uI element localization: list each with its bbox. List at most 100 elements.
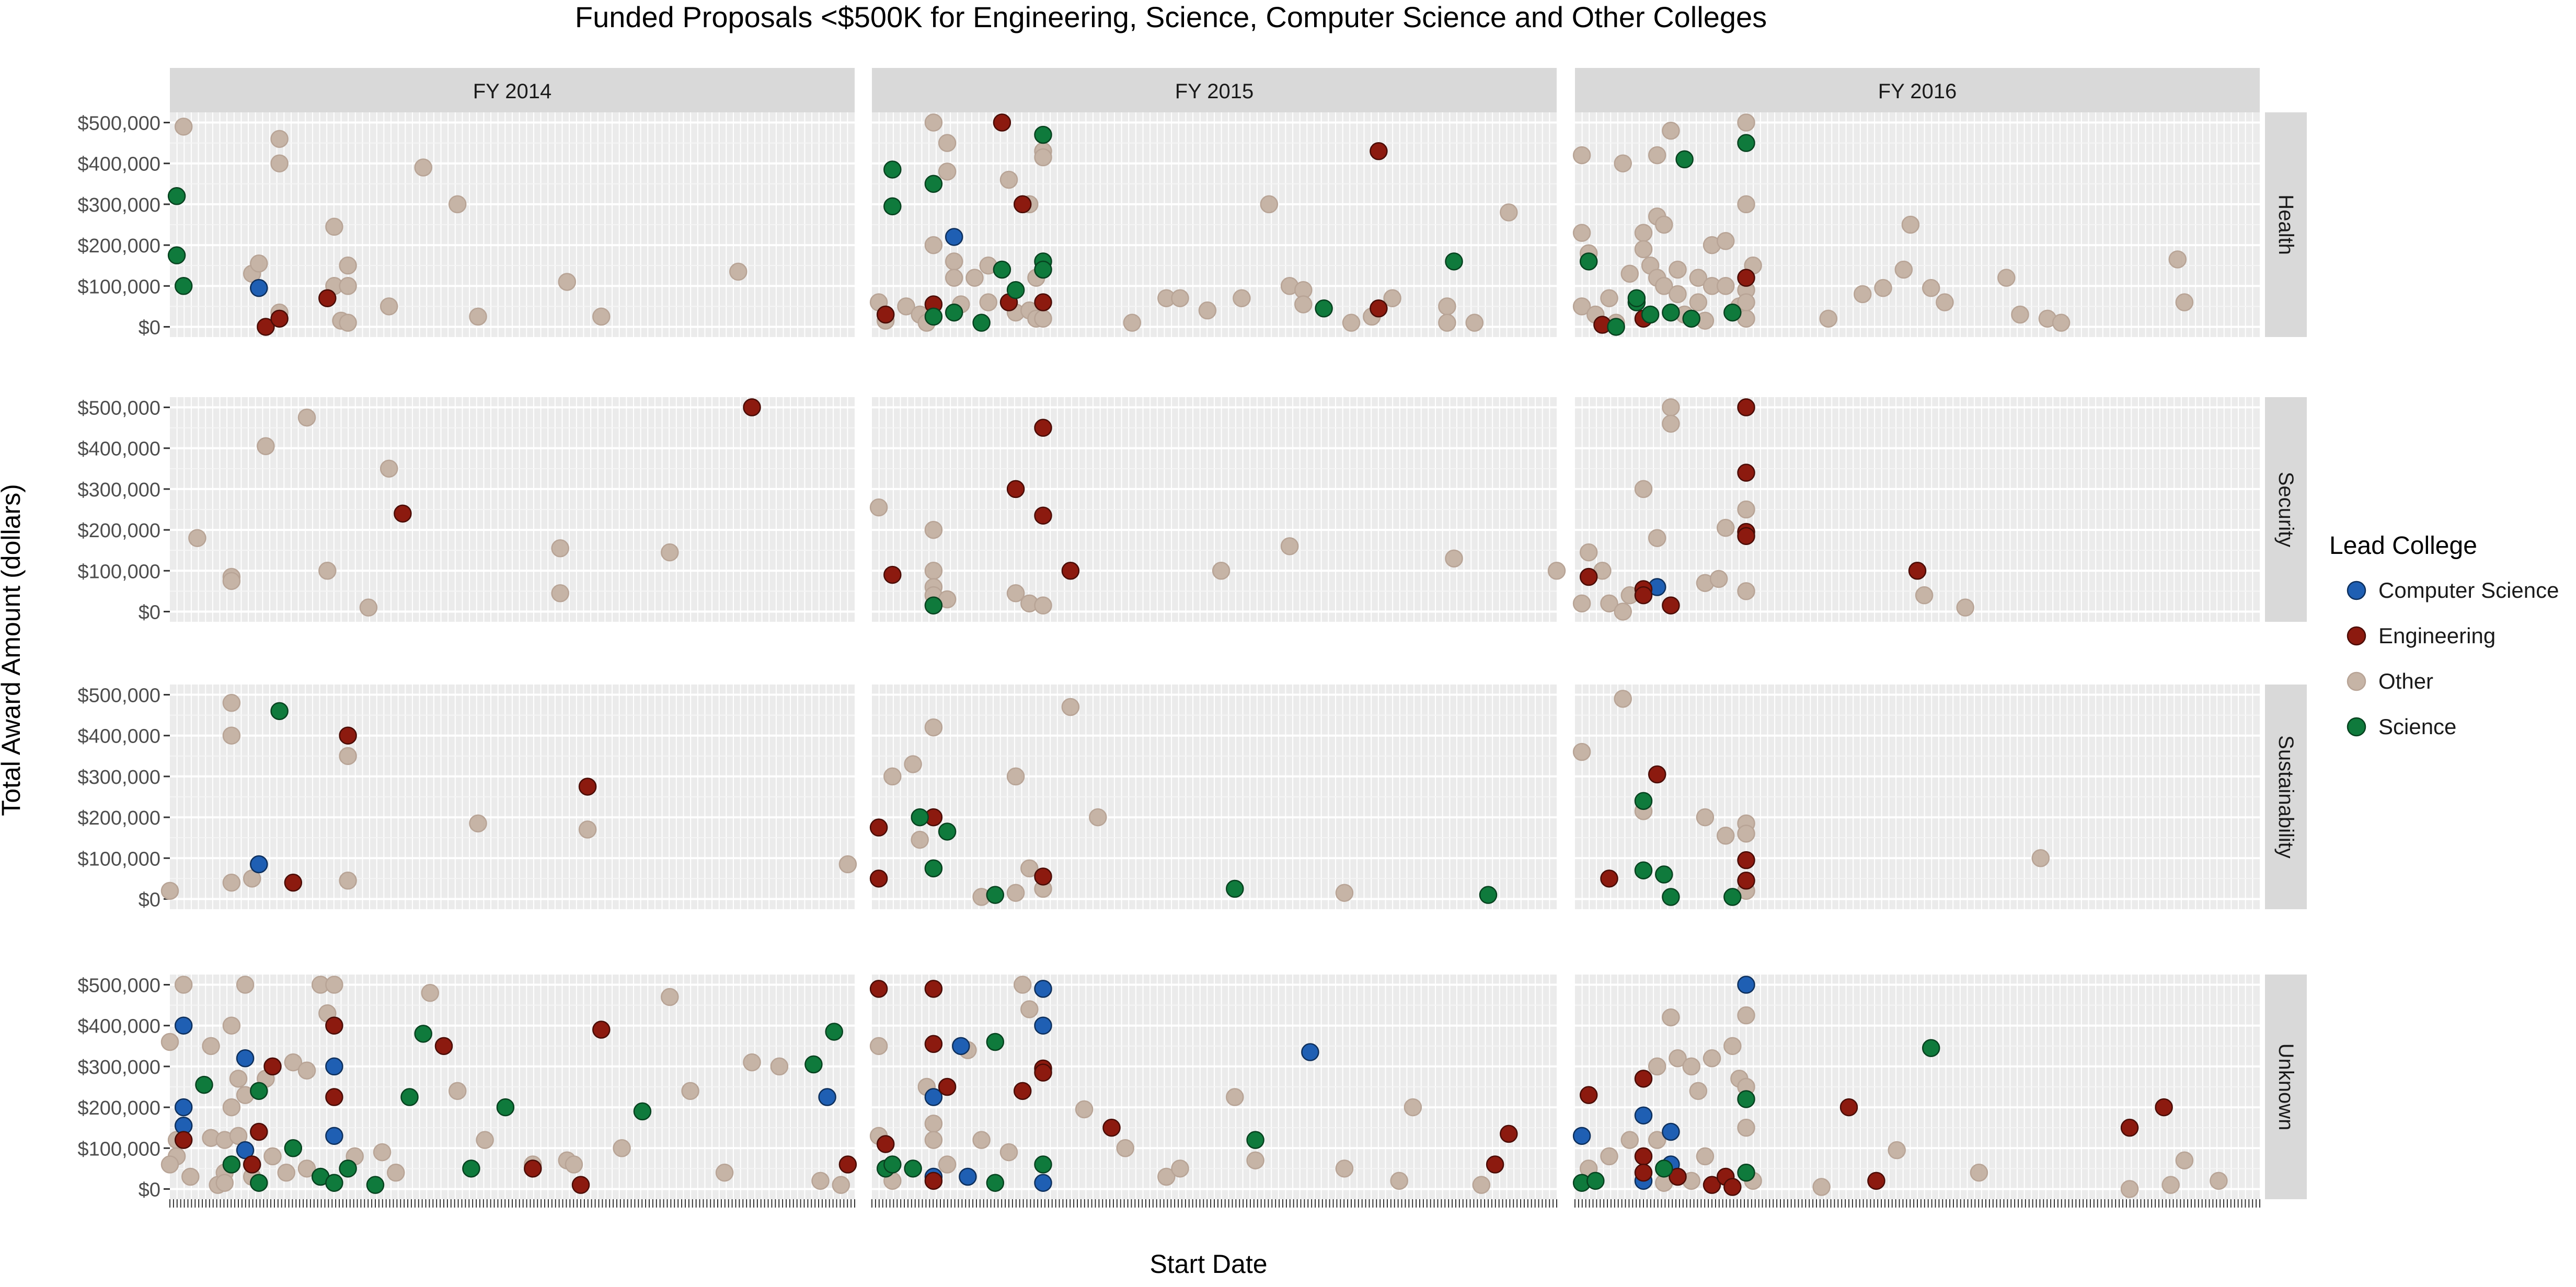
data-point-other (1970, 1163, 1988, 1182)
data-point-other (2168, 250, 2187, 269)
data-point-other (339, 256, 357, 275)
data-point-other (1020, 1000, 1039, 1018)
data-point-other (999, 1143, 1018, 1162)
legend-entry-other: Other (2347, 669, 2433, 693)
data-point-other (1335, 884, 1354, 902)
data-point-engineering (938, 1077, 957, 1096)
x-axis-title: Start Date (1149, 1249, 1267, 1279)
data-point-other (339, 277, 357, 295)
x-axis-ticks-fy-2015 (871, 1199, 1557, 1208)
data-point-other (380, 459, 398, 478)
data-point-other (325, 976, 343, 994)
data-point-other (1572, 224, 1591, 242)
data-point-other (661, 988, 679, 1006)
data-point-other (938, 134, 957, 152)
data-point-science (986, 1033, 1005, 1051)
data-point-other (1404, 1098, 1422, 1117)
data-point-other (188, 529, 206, 547)
data-point-other (1669, 1049, 1687, 1068)
data-point-other (181, 1167, 200, 1186)
data-point-other (2161, 1176, 2180, 1194)
data-point-science (1579, 252, 1598, 271)
data-point-other (1614, 602, 1632, 621)
data-point-other (1600, 594, 1618, 613)
data-point-engineering (869, 869, 888, 888)
data-point-other (2210, 1172, 2228, 1190)
data-point-science (270, 702, 289, 721)
data-point-other (2011, 305, 2029, 324)
data-point-science (167, 187, 186, 205)
data-point-other (2175, 1151, 2194, 1169)
data-point-other (1547, 562, 1566, 580)
data-point-computer-science (325, 1127, 343, 1145)
data-point-other (1034, 309, 1052, 328)
data-point-science (1479, 886, 1498, 904)
data-point-other (1438, 314, 1456, 332)
data-point-other (1123, 314, 1142, 332)
data-point-other (1662, 1008, 1680, 1027)
data-point-other (1901, 215, 1920, 234)
data-point-other (1716, 518, 1735, 537)
data-point-engineering (325, 1088, 343, 1106)
data-point-other (236, 976, 255, 994)
data-point-other (1212, 562, 1230, 580)
facet-strip-label: Unknown (2274, 1043, 2297, 1131)
facet-strip-label: FY 2015 (1175, 80, 1254, 103)
data-point-science (1675, 150, 1694, 169)
data-point-other (1614, 154, 1632, 172)
data-point-other (979, 293, 997, 311)
data-point-other (551, 584, 569, 602)
data-point-other (1703, 1049, 1721, 1068)
data-point-engineering (1579, 567, 1598, 586)
data-point-other (1020, 859, 1039, 878)
data-point-computer-science (174, 1016, 193, 1035)
data-point-other (1600, 289, 1618, 307)
data-point-other (174, 976, 193, 994)
data-point-other (160, 1155, 179, 1174)
data-point-other (661, 543, 679, 562)
legend-label: Engineering (2378, 623, 2496, 648)
data-point-science (1226, 879, 1244, 898)
data-point-engineering (1669, 1167, 1687, 1186)
data-point-other (883, 767, 902, 786)
data-point-other (325, 217, 343, 236)
data-point-engineering (869, 818, 888, 837)
y-tick-label: $0 (139, 1179, 160, 1201)
data-point-computer-science (1301, 1043, 1319, 1061)
data-point-science (1662, 303, 1680, 322)
data-point-other (1669, 260, 1687, 279)
data-point-engineering (1737, 269, 1755, 287)
data-point-engineering (434, 1037, 453, 1056)
panel-sustainability-fy-2015 (872, 685, 1557, 909)
data-point-engineering (243, 1155, 261, 1174)
data-point-other (1579, 543, 1598, 562)
data-point-science (945, 303, 963, 322)
data-point-engineering (1867, 1172, 1885, 1190)
data-point-engineering (1737, 527, 1755, 546)
data-point-other (476, 1131, 494, 1149)
data-point-engineering (924, 1172, 943, 1190)
data-point-science (924, 307, 943, 326)
data-point-other (270, 130, 289, 148)
points-sustainability-fy-2014 (160, 693, 857, 900)
facet-strip-label: Health (2274, 194, 2297, 255)
facet-strip-label: Sustainability (2274, 735, 2297, 859)
data-point-engineering (1737, 872, 1755, 890)
legend-label: Science (2378, 714, 2456, 739)
legend-entry-computer-science: Computer Science (2347, 578, 2559, 602)
data-point-other (1634, 240, 1653, 259)
data-point-other (1335, 1160, 1354, 1178)
data-point-engineering (2120, 1118, 2139, 1137)
data-point-science (904, 1160, 922, 1178)
data-point-other (1572, 146, 1591, 165)
y-tick-label: $300,000 (78, 1057, 161, 1079)
y-tick-label: $500,000 (78, 975, 161, 997)
data-point-other (1171, 289, 1189, 307)
y-tick-label: $100,000 (78, 1138, 161, 1160)
data-point-other (551, 539, 569, 558)
facet-strip-label: FY 2016 (1878, 80, 1957, 103)
data-point-other (2120, 1180, 2139, 1198)
data-point-engineering (1723, 1178, 1742, 1196)
data-point-science (1634, 861, 1653, 879)
data-point-other (681, 1082, 699, 1100)
